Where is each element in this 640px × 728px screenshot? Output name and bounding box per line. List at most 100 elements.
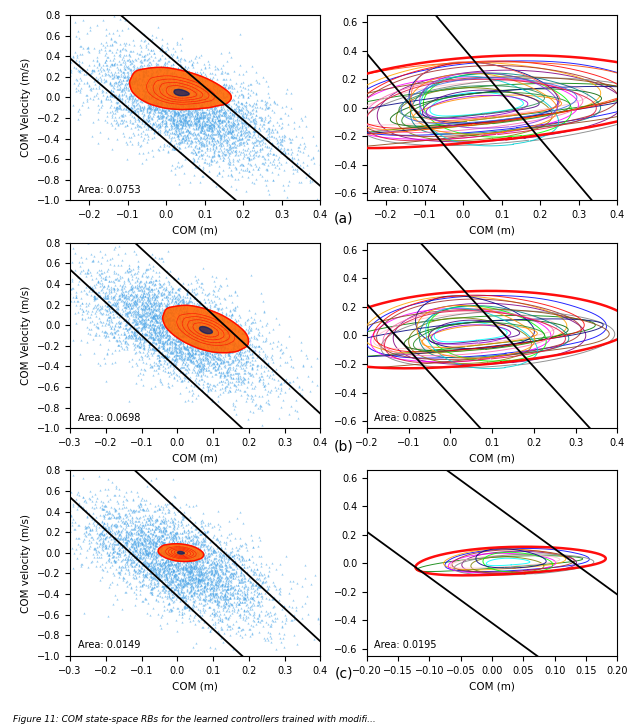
Point — [164, 312, 174, 324]
Point — [313, 612, 323, 624]
Point — [199, 111, 209, 122]
Point — [202, 370, 212, 381]
Point — [122, 519, 132, 531]
Point — [292, 149, 302, 160]
Point — [194, 95, 204, 107]
Point — [135, 281, 145, 293]
Point — [120, 322, 131, 333]
Point — [170, 45, 180, 57]
Point — [192, 320, 202, 331]
Point — [177, 346, 188, 357]
Point — [102, 304, 112, 316]
Point — [234, 569, 244, 581]
Point — [75, 86, 85, 98]
Point — [148, 333, 159, 344]
Point — [262, 388, 272, 400]
Point — [169, 537, 179, 549]
Point — [211, 642, 221, 654]
Point — [260, 348, 271, 360]
Point — [93, 517, 104, 529]
Point — [166, 566, 176, 577]
Point — [149, 298, 159, 309]
Point — [240, 593, 250, 605]
Point — [210, 68, 220, 79]
Point — [197, 572, 207, 584]
Point — [186, 323, 196, 334]
Point — [92, 322, 102, 333]
Point — [170, 312, 180, 323]
Point — [177, 92, 188, 103]
Point — [165, 336, 175, 348]
Point — [107, 327, 117, 339]
Point — [95, 267, 106, 279]
Point — [284, 376, 294, 388]
Point — [248, 569, 258, 580]
Point — [153, 109, 163, 121]
Point — [134, 551, 144, 563]
Point — [135, 290, 145, 301]
Point — [204, 561, 214, 572]
Point — [195, 324, 205, 336]
Point — [313, 613, 323, 625]
Point — [180, 368, 191, 380]
Point — [150, 251, 160, 263]
Point — [263, 116, 273, 128]
Point — [120, 309, 130, 321]
Point — [198, 119, 209, 130]
Point — [222, 103, 232, 115]
Point — [90, 488, 100, 499]
Point — [136, 500, 146, 512]
Point — [184, 323, 194, 335]
Point — [196, 520, 207, 531]
Point — [109, 10, 120, 22]
Point — [123, 545, 133, 557]
Point — [129, 323, 139, 334]
Point — [216, 109, 226, 121]
Point — [227, 126, 237, 138]
Point — [253, 550, 264, 562]
Point — [141, 282, 152, 293]
Point — [215, 370, 225, 381]
Point — [234, 68, 244, 79]
Point — [196, 561, 207, 573]
Point — [205, 98, 215, 109]
Point — [125, 533, 135, 545]
Point — [102, 300, 113, 312]
Point — [193, 541, 203, 553]
Point — [200, 154, 211, 165]
Point — [320, 137, 330, 149]
Point — [168, 534, 179, 546]
Point — [64, 73, 74, 84]
Point — [258, 132, 268, 143]
Point — [114, 331, 124, 343]
Point — [169, 558, 179, 570]
Point — [182, 394, 193, 405]
Point — [167, 132, 177, 143]
Point — [154, 557, 164, 569]
Point — [307, 175, 317, 186]
Point — [84, 282, 94, 293]
Point — [209, 321, 220, 333]
Point — [151, 31, 161, 43]
Point — [180, 548, 191, 560]
Point — [246, 167, 257, 179]
Point — [204, 338, 214, 349]
Point — [116, 604, 127, 615]
Point — [223, 548, 233, 560]
Point — [244, 368, 255, 379]
Point — [230, 560, 241, 571]
Point — [180, 117, 190, 129]
Point — [138, 288, 148, 299]
Point — [296, 176, 306, 188]
Point — [208, 118, 218, 130]
Point — [166, 572, 177, 584]
Point — [190, 337, 200, 349]
Point — [106, 95, 116, 107]
Point — [189, 352, 199, 363]
Point — [181, 553, 191, 564]
Point — [64, 13, 74, 25]
Point — [169, 536, 179, 547]
Point — [199, 95, 209, 107]
Point — [156, 41, 166, 53]
Point — [200, 369, 211, 381]
